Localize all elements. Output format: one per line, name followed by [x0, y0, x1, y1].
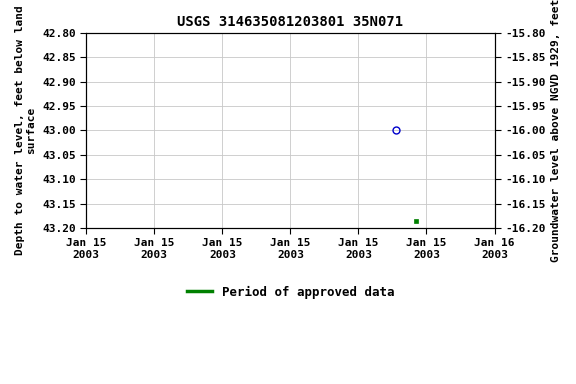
Y-axis label: Groundwater level above NGVD 1929, feet: Groundwater level above NGVD 1929, feet — [551, 0, 561, 262]
Y-axis label: Depth to water level, feet below land
surface: Depth to water level, feet below land su… — [15, 6, 37, 255]
Legend: Period of approved data: Period of approved data — [181, 281, 399, 304]
Title: USGS 314635081203801 35N071: USGS 314635081203801 35N071 — [177, 15, 403, 29]
